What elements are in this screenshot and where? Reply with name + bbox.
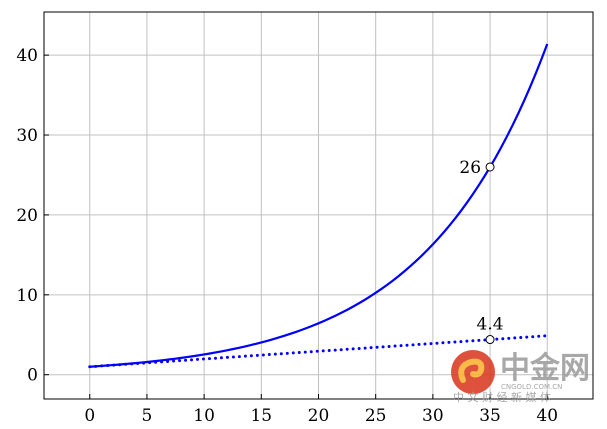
y-tick-label: 30 — [16, 126, 38, 146]
y-tick-label: 10 — [16, 286, 38, 306]
series-line-dotted — [88, 334, 549, 369]
y-tick-label: 20 — [16, 206, 38, 226]
watermark-logo: 中金网 CNGOLD.COM.CN 中 文 财 经 新 媒 体 — [451, 350, 590, 404]
x-tick-label: 5 — [142, 406, 153, 426]
y-tick-label: 0 — [27, 366, 38, 386]
x-tick-label: 40 — [536, 406, 558, 426]
logo-tagline: 中 文 财 经 新 媒 体 — [453, 390, 551, 404]
annotation-marker — [485, 335, 495, 345]
x-tick-label: 20 — [308, 406, 330, 426]
annotation-marker — [485, 162, 495, 172]
series-line-solid — [89, 43, 549, 368]
logo-swirl-icon — [458, 358, 485, 383]
grid — [44, 12, 593, 399]
x-tick-label: 0 — [84, 406, 95, 426]
x-tick-label: 35 — [479, 406, 501, 426]
y-tick-label: 40 — [16, 46, 38, 66]
x-tick-label: 30 — [422, 406, 444, 426]
x-tick-label: 25 — [365, 406, 387, 426]
tick-labels: 0 5 10 15 20 25 30 35 40 0 10 20 30 40 — [16, 46, 558, 426]
x-tick-label: 15 — [250, 406, 272, 426]
plot-frame — [43, 11, 594, 400]
logo-text: 中金网 — [500, 351, 590, 386]
logo-domain: CNGOLD.COM.CN — [501, 383, 562, 391]
x-tick-label: 10 — [193, 406, 215, 426]
annotations: 264.4 — [459, 158, 504, 345]
annotation-label: 26 — [459, 158, 481, 178]
series-group — [88, 43, 549, 369]
annotation-label: 4.4 — [477, 315, 504, 335]
